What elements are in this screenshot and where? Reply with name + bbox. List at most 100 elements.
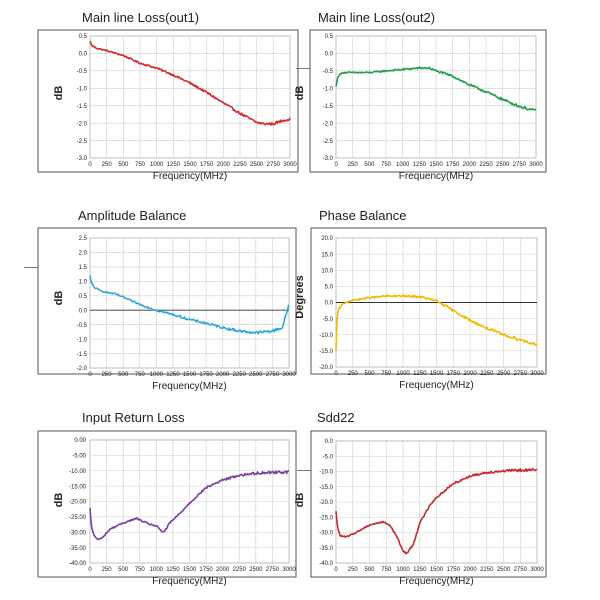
series-line-out1 bbox=[89, 40, 291, 126]
x-tick-label: 3000 bbox=[530, 371, 544, 377]
y-tick-label: -40.00 bbox=[69, 561, 87, 567]
y-tick-label: 0.00 bbox=[74, 438, 86, 444]
y-tick-label: -1.5 bbox=[77, 104, 88, 110]
y-tick-label: -10.0 bbox=[319, 333, 333, 339]
y-tick-label: 10.0 bbox=[321, 268, 333, 274]
y-tick-label: 0.0 bbox=[79, 308, 88, 314]
y-tick-label: 15.0 bbox=[321, 252, 333, 258]
y-tick-label: -15.00 bbox=[69, 484, 87, 490]
x-tick-label: 2500 bbox=[496, 162, 510, 168]
y-tick-label: -1.5 bbox=[323, 104, 334, 110]
x-tick-label: 750 bbox=[135, 567, 146, 573]
x-tick-label: 750 bbox=[135, 372, 146, 378]
x-tick-label: 250 bbox=[102, 567, 113, 573]
x-tick-label: 1750 bbox=[200, 162, 214, 168]
x-tick-label: 1500 bbox=[183, 372, 197, 378]
x-tick-label: 2250 bbox=[233, 162, 247, 168]
x-tick-label: 2000 bbox=[463, 162, 477, 168]
x-tick-label: 1250 bbox=[166, 567, 180, 573]
x-tick-label: 1250 bbox=[413, 567, 427, 573]
y-tick-label: -2.5 bbox=[77, 139, 88, 145]
x-tick-label: 2750 bbox=[266, 372, 280, 378]
x-tick-label: 0 bbox=[334, 567, 338, 573]
series-line-out2 bbox=[335, 66, 537, 111]
x-tick-label: 1250 bbox=[413, 371, 427, 377]
y-tick-label: -1.5 bbox=[77, 352, 88, 358]
x-tick-label: 2250 bbox=[479, 162, 493, 168]
chart-panel-5: Input Return Loss 0.00 -5.00 -10.00 -15.00 -2… bbox=[37, 410, 297, 587]
y-tick-label: 1.5 bbox=[79, 265, 88, 271]
y-tick-label: -3.0 bbox=[323, 156, 334, 162]
y-tick-label: 0.0 bbox=[79, 52, 88, 58]
y-tick-label: 20.0 bbox=[321, 236, 333, 242]
y-tick-label: -5.00 bbox=[72, 454, 86, 460]
y-tick-label: -0.5 bbox=[77, 323, 88, 329]
x-tick-label: 250 bbox=[102, 162, 113, 168]
x-tick-label: 1000 bbox=[396, 162, 410, 168]
x-tick-label: 2000 bbox=[463, 371, 477, 377]
y-tick-label: -0.5 bbox=[323, 69, 334, 75]
y-axis-label: dB bbox=[53, 86, 65, 101]
x-tick-label: 1750 bbox=[199, 567, 213, 573]
x-tick-label: 2750 bbox=[514, 567, 528, 573]
x-tick-label: 2250 bbox=[480, 567, 494, 573]
x-tick-label: 2000 bbox=[216, 372, 230, 378]
x-tick-label: 500 bbox=[364, 162, 375, 168]
x-axis-label: Frequency(MHz) bbox=[152, 381, 226, 392]
x-tick-label: 500 bbox=[118, 372, 129, 378]
y-tick-label: -25.00 bbox=[69, 515, 87, 521]
x-tick-label: 750 bbox=[381, 162, 392, 168]
x-tick-label: 1500 bbox=[429, 162, 443, 168]
x-axis-label: Frequency(MHz) bbox=[152, 576, 226, 587]
x-tick-label: 250 bbox=[348, 371, 359, 377]
x-tick-label: 0 bbox=[88, 567, 92, 573]
x-tick-label: 2250 bbox=[233, 567, 247, 573]
y-tick-label: 0.0 bbox=[325, 52, 334, 58]
series-line-phase bbox=[335, 294, 538, 351]
chart-panel-2: Main line Loss(out2) 0.5 0.0 -0.5 -1.0 -1.5 -2… bbox=[294, 10, 547, 182]
x-tick-label: 250 bbox=[102, 372, 113, 378]
x-tick-label: 3000 bbox=[530, 567, 544, 573]
y-tick-label: 2.5 bbox=[79, 236, 88, 242]
chart-panel-3: Amplitude Balance 2.5 2.0 1.5 1.0 0.5 0.0 -0.5 -… bbox=[24, 208, 297, 392]
x-tick-label: 1000 bbox=[150, 372, 164, 378]
chart-title: Main line Loss(out1) bbox=[82, 10, 199, 25]
x-tick-label: 0 bbox=[88, 162, 92, 168]
chart-panel-6: Sdd22 0.0 -5.0 -10.0 -15.0 -20.0 -25.0 -30.0 -35… bbox=[294, 410, 547, 587]
y-tick-label: -20.00 bbox=[69, 500, 87, 506]
y-tick-label: -30.0 bbox=[319, 531, 333, 537]
y-tick-label: -5.0 bbox=[323, 317, 334, 323]
y-tick-label: -2.0 bbox=[77, 366, 88, 372]
y-tick-label: -40.0 bbox=[319, 561, 333, 567]
x-tick-label: 1000 bbox=[396, 371, 410, 377]
y-tick-label: -15.0 bbox=[319, 485, 333, 491]
x-tick-label: 1500 bbox=[183, 162, 197, 168]
chart-title: Sdd22 bbox=[317, 410, 355, 425]
y-tick-label: 5.0 bbox=[325, 285, 334, 291]
chart-title: Input Return Loss bbox=[82, 410, 185, 425]
x-tick-label: 3000 bbox=[282, 372, 296, 378]
chart-title: Amplitude Balance bbox=[78, 208, 186, 223]
x-axis-label: Frequency(MHz) bbox=[399, 576, 473, 587]
x-tick-label: 1000 bbox=[396, 567, 410, 573]
x-tick-label: 750 bbox=[381, 371, 392, 377]
x-tick-label: 250 bbox=[348, 162, 359, 168]
x-tick-label: 1500 bbox=[430, 567, 444, 573]
y-tick-label: -35.00 bbox=[69, 546, 87, 552]
series-line-sdd22 bbox=[335, 467, 538, 555]
chart-panel-1: Main line Loss(out1) 0.5 0.0 -0.5 -1.0 -1.5 -2… bbox=[37, 10, 299, 182]
x-axis-label: Frequency(MHz) bbox=[153, 171, 227, 182]
x-tick-label: 2500 bbox=[249, 567, 263, 573]
y-axis-label: dB bbox=[53, 493, 65, 508]
y-tick-label: -10.0 bbox=[319, 470, 333, 476]
y-tick-label: -10.00 bbox=[69, 469, 87, 475]
x-tick-label: 1250 bbox=[167, 162, 181, 168]
x-tick-label: 1000 bbox=[150, 567, 164, 573]
y-tick-label: -0.5 bbox=[77, 69, 88, 75]
x-tick-label: 1500 bbox=[183, 567, 197, 573]
x-tick-label: 0 bbox=[334, 162, 338, 168]
y-tick-label: 0.5 bbox=[79, 294, 88, 300]
x-tick-label: 500 bbox=[364, 567, 375, 573]
y-tick-label: -2.0 bbox=[323, 121, 334, 127]
